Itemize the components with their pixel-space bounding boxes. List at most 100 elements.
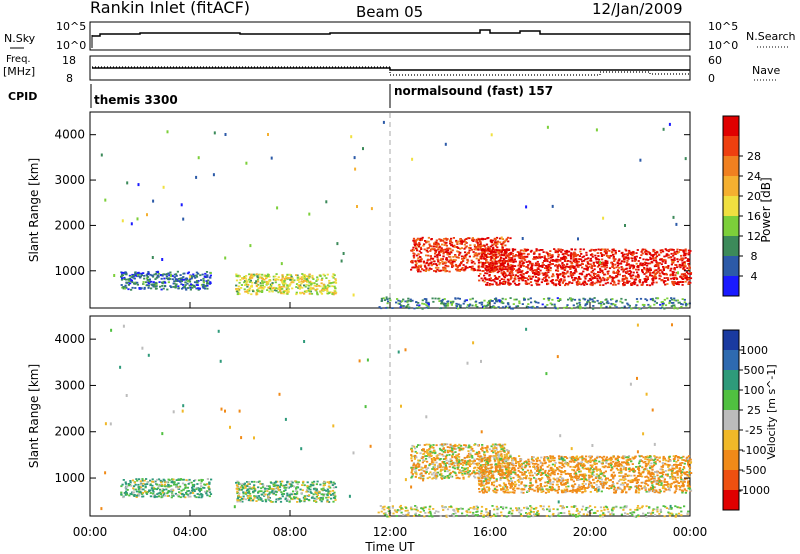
range-cell — [585, 264, 588, 267]
range-cell — [280, 493, 284, 496]
range-cell — [658, 262, 661, 264]
range-cell — [507, 451, 510, 454]
range-cell — [415, 467, 418, 470]
range-cell — [315, 489, 318, 492]
range-cell — [307, 287, 310, 290]
range-cell — [600, 301, 603, 303]
range-cell — [591, 277, 594, 280]
range-cell — [138, 486, 141, 488]
range-cell — [522, 477, 526, 479]
range-cell — [208, 495, 211, 498]
range-cell — [290, 483, 293, 486]
range-cell — [176, 280, 179, 282]
range-cell — [509, 454, 512, 457]
range-cell — [642, 262, 645, 265]
range-cell — [579, 258, 582, 261]
range-cell — [604, 264, 607, 266]
range-cell — [429, 250, 432, 252]
range-cell — [646, 284, 649, 286]
range-cell — [627, 273, 630, 275]
range-cell — [433, 270, 436, 272]
range-cell — [603, 279, 606, 282]
range-cell — [633, 283, 636, 286]
range-cell — [489, 261, 492, 264]
range-cell — [458, 471, 461, 474]
range-cell — [302, 480, 305, 483]
range-cell — [402, 305, 405, 307]
range-cell — [434, 452, 437, 455]
range-cell — [552, 469, 555, 471]
range-cell — [658, 272, 661, 275]
range-cell — [442, 448, 445, 450]
range-cell — [301, 273, 304, 275]
range-cell — [573, 251, 576, 254]
range-cell — [431, 459, 434, 461]
range-cell — [182, 493, 186, 496]
range-cell — [421, 469, 424, 472]
range-cell — [261, 486, 265, 488]
range-cell — [434, 251, 437, 253]
range-cell — [481, 301, 484, 304]
range-cell — [500, 282, 503, 285]
range-cell — [444, 462, 447, 465]
range-cell — [630, 307, 633, 310]
range-cell — [591, 283, 594, 286]
range-cell — [155, 287, 158, 290]
range-cell — [600, 304, 603, 306]
range-cell — [639, 264, 642, 267]
range-cell — [414, 464, 417, 467]
range-cell — [576, 302, 579, 305]
range-cell — [318, 491, 321, 494]
range-cell — [476, 458, 479, 460]
range-cell — [464, 444, 467, 447]
range-cell — [440, 473, 443, 475]
range-cell — [571, 282, 574, 284]
range-cell — [529, 275, 532, 278]
range-cell — [444, 264, 447, 267]
range-cell — [464, 251, 467, 254]
ytick-label: 4000 — [54, 128, 85, 142]
range-cell — [224, 133, 227, 136]
range-cell — [123, 287, 127, 290]
range-cell — [651, 271, 655, 274]
range-cell — [575, 306, 578, 309]
range-cell — [521, 260, 524, 263]
range-cell — [632, 271, 635, 274]
range-cell — [193, 275, 196, 278]
range-cell — [155, 285, 158, 287]
range-cell — [176, 278, 179, 281]
range-cell — [436, 454, 439, 457]
range-cell — [167, 272, 170, 275]
range-cell — [462, 255, 465, 258]
range-cell — [589, 249, 592, 252]
range-cell — [680, 303, 683, 305]
range-cell — [440, 302, 443, 305]
range-cell — [458, 449, 461, 452]
range-cell — [248, 289, 251, 292]
range-cell — [631, 264, 635, 267]
range-cell — [452, 444, 456, 447]
range-cell — [670, 305, 673, 307]
range-cell — [414, 261, 418, 263]
range-cell — [501, 267, 504, 270]
range-cell — [499, 454, 502, 457]
range-cell — [605, 266, 609, 269]
range-cell — [435, 474, 438, 477]
range-cell — [451, 449, 454, 451]
range-cell — [248, 278, 251, 281]
range-cell — [535, 269, 538, 271]
range-cell — [583, 259, 586, 262]
range-cell — [486, 256, 489, 258]
range-cell — [655, 269, 658, 271]
range-cell — [669, 476, 672, 478]
range-cell — [572, 256, 575, 258]
range-cell — [498, 275, 501, 278]
range-cell — [587, 299, 590, 302]
range-cell — [470, 460, 474, 463]
range-cell — [302, 274, 305, 277]
range-cell — [410, 457, 413, 460]
range-cell — [328, 279, 331, 282]
range-cell — [160, 277, 163, 280]
range-cell — [140, 272, 143, 275]
range-cell — [494, 241, 497, 244]
